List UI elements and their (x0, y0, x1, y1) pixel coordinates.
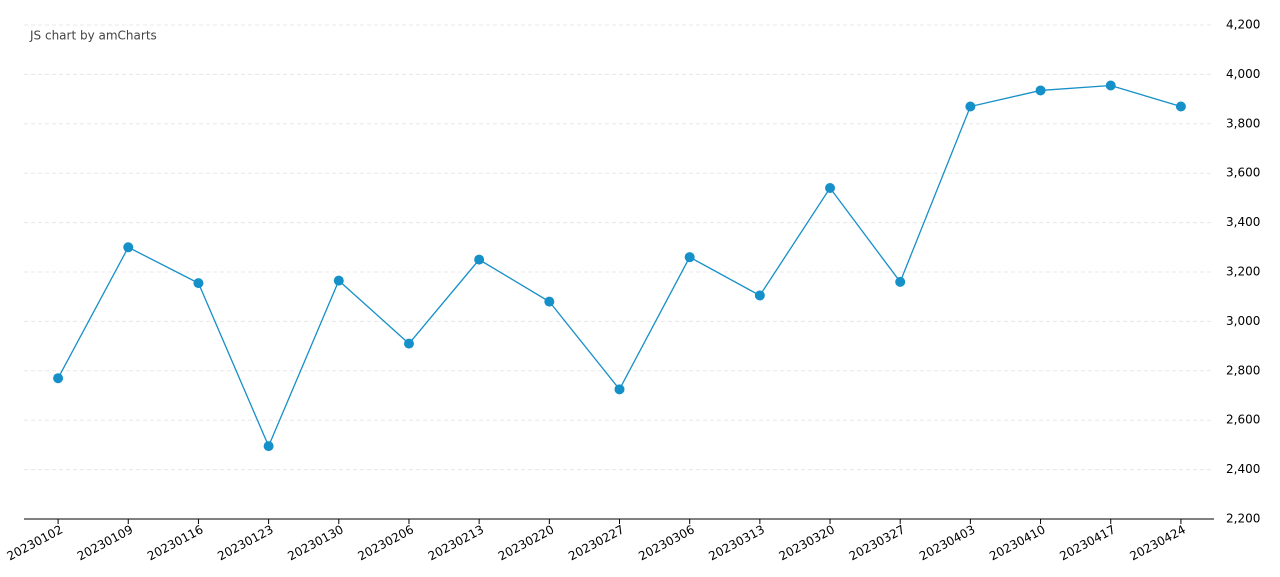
data-point (965, 101, 976, 112)
y-tick-label: 3,600 (1226, 166, 1260, 180)
x-tick-label: 20230213 (426, 522, 487, 563)
y-tick-label: 4,000 (1226, 67, 1260, 81)
x-tick-label: 20230130 (285, 522, 346, 563)
data-point (1105, 80, 1116, 91)
x-tick-label: 20230227 (566, 522, 627, 563)
x-tick-label: 20230417 (1057, 522, 1118, 563)
x-tick-label: 20230123 (215, 522, 276, 563)
y-tick-label: 3,200 (1226, 265, 1260, 279)
data-point (895, 276, 906, 287)
y-tick-label: 3,000 (1226, 314, 1260, 328)
data-point (403, 338, 414, 349)
data-point (614, 384, 625, 395)
x-tick-label: 20230327 (847, 522, 908, 563)
x-tick-label: 20230410 (987, 522, 1048, 563)
data-point (123, 242, 134, 253)
data-point (1035, 85, 1046, 96)
x-tick-label: 20230116 (145, 522, 206, 563)
data-point (1175, 101, 1186, 112)
x-tick-label: 20230424 (1127, 522, 1188, 563)
x-tick-label: 20230403 (917, 522, 978, 563)
data-point (474, 254, 485, 265)
x-tick-label: 20230102 (5, 522, 66, 563)
data-point (263, 441, 274, 452)
data-point (684, 252, 695, 263)
x-tick-label: 20230306 (636, 522, 697, 563)
data-point (53, 373, 64, 384)
data-point (544, 296, 555, 307)
watermark: JS chart by amCharts (29, 29, 157, 43)
data-point (754, 290, 765, 301)
x-tick-label: 20230320 (777, 522, 838, 563)
x-tick-label: 20230109 (75, 522, 136, 563)
y-tick-label: 4,200 (1226, 18, 1260, 32)
y-tick-label: 2,400 (1226, 462, 1260, 476)
y-tick-label: 2,800 (1226, 363, 1260, 377)
data-point (333, 275, 344, 286)
x-tick-label: 20230220 (496, 522, 557, 563)
y-tick-label: 2,200 (1226, 512, 1260, 526)
x-tick-label: 20230206 (356, 522, 417, 563)
y-tick-label: 3,800 (1226, 116, 1260, 130)
x-tick-label: 20230313 (706, 522, 767, 563)
data-point (193, 278, 204, 289)
data-point (825, 183, 836, 194)
y-tick-label: 2,600 (1226, 413, 1260, 427)
y-tick-label: 3,400 (1226, 215, 1260, 229)
